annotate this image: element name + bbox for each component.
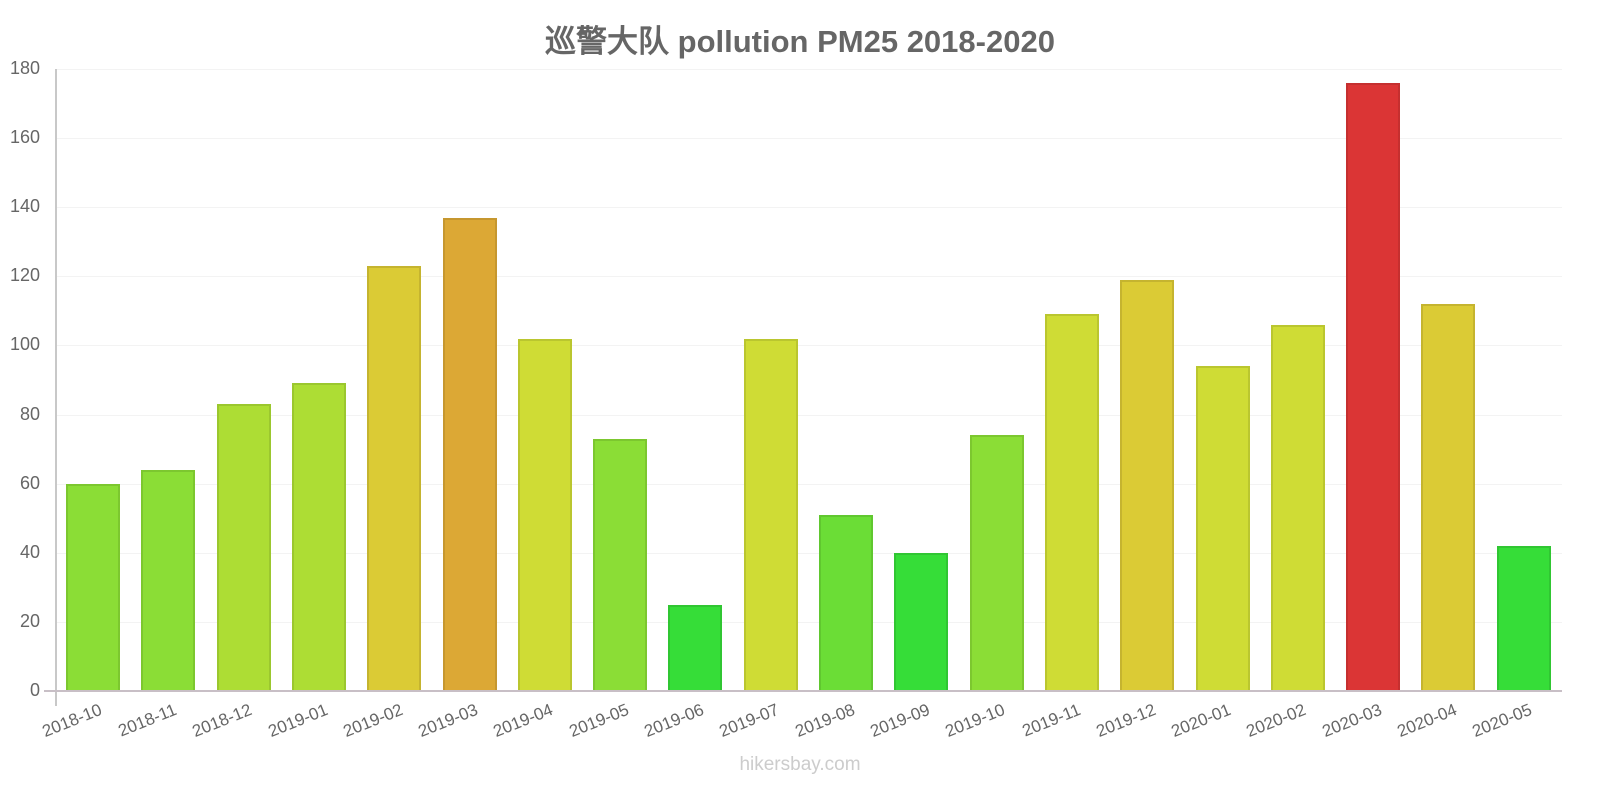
y-tick-label: 120 (9, 265, 40, 286)
y-tick-label: 60 (19, 472, 40, 493)
y-tick-label: 0 (29, 680, 40, 700)
bar-2020-01[interactable] (1195, 366, 1250, 691)
bar-2019-01[interactable] (291, 383, 346, 691)
x-tick-label: 2019-04 (490, 700, 556, 741)
bar-2019-07[interactable] (743, 338, 798, 691)
bar-2020-05[interactable] (1496, 545, 1551, 691)
gridline (55, 138, 1562, 140)
x-tick-label: 2018-12 (189, 700, 255, 741)
gridline (55, 414, 1562, 416)
bar-2019-04[interactable] (517, 338, 572, 691)
gridline (55, 69, 1562, 70)
x-tick-label: 2019-01 (265, 700, 331, 741)
y-axis-line (55, 69, 57, 706)
x-tick-label: 2019-03 (415, 700, 481, 741)
x-tick-label: 2020-02 (1243, 700, 1309, 741)
bar-2018-11[interactable] (141, 469, 196, 691)
x-tick-label: 2019-11 (1019, 700, 1084, 741)
gridline (55, 276, 1562, 278)
x-axis-line (44, 690, 1562, 692)
x-tick-label: 2019-08 (792, 700, 858, 741)
x-tick-label: 2020-03 (1319, 700, 1385, 741)
plot-area (55, 69, 1562, 691)
bar-2018-12[interactable] (216, 404, 271, 691)
bar-2020-02[interactable] (1270, 324, 1325, 691)
gridline (55, 345, 1562, 347)
bar-2019-09[interactable] (894, 552, 949, 691)
x-tick-label: 2019-12 (1093, 700, 1159, 741)
y-tick-label: 180 (9, 58, 40, 78)
x-tick-label: 2018-10 (39, 700, 105, 741)
bar-2019-11[interactable] (1044, 314, 1099, 691)
x-tick-label: 2018-11 (115, 700, 180, 741)
bar-2019-05[interactable] (593, 438, 648, 691)
x-tick-label: 2019-02 (340, 700, 406, 741)
y-tick-label: 80 (19, 403, 40, 424)
gridline (55, 483, 1562, 485)
y-tick-label: 20 (19, 610, 40, 631)
x-tick-label: 2019-09 (867, 700, 933, 741)
gridline (55, 621, 1562, 623)
x-tick-label: 2019-10 (942, 700, 1008, 741)
bar-2019-02[interactable] (367, 265, 422, 691)
bar-2018-10[interactable] (66, 483, 120, 691)
bar-2019-10[interactable] (969, 435, 1024, 691)
x-tick-label: 2019-05 (566, 700, 632, 741)
y-tick-label: 160 (9, 127, 40, 148)
x-tick-label: 2020-01 (1168, 700, 1234, 741)
gridline (55, 207, 1562, 209)
x-tick-label: 2019-07 (716, 700, 782, 741)
watermark: hikersbay.com (739, 754, 861, 775)
y-tick-label: 40 (19, 541, 40, 562)
bar-2019-12[interactable] (1120, 279, 1175, 691)
bar-2019-08[interactable] (819, 514, 873, 691)
y-tick-label: 100 (9, 334, 40, 355)
x-tick-label: 2020-04 (1394, 700, 1460, 741)
bar-2019-03[interactable] (442, 217, 497, 691)
bar-2020-03[interactable] (1346, 82, 1401, 691)
x-tick-label: 2019-06 (641, 700, 707, 741)
chart-title: 巡警大队 pollution PM25 2018-2020 (545, 24, 1055, 59)
y-tick-label: 140 (9, 196, 40, 217)
bar-2020-04[interactable] (1421, 303, 1476, 691)
x-tick-label: 2020-05 (1469, 700, 1535, 741)
gridline (55, 552, 1562, 554)
bar-2019-06[interactable] (668, 604, 723, 691)
